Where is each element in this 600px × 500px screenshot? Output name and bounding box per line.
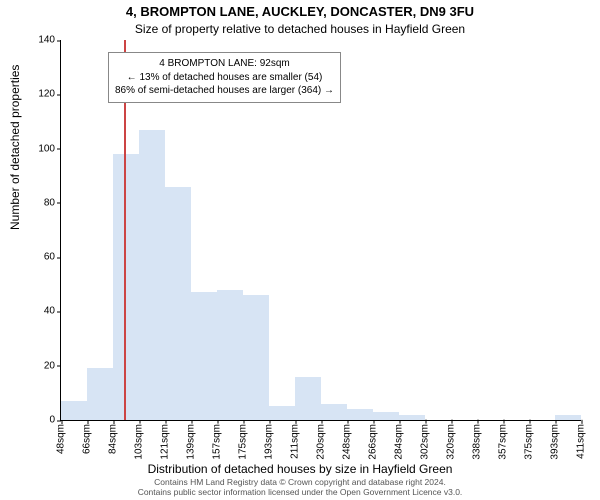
- x-tick: 211sqm: [290, 424, 301, 459]
- histogram-bar: [269, 406, 295, 420]
- chart-title-main: 4, BROMPTON LANE, AUCKLEY, DONCASTER, DN…: [0, 4, 600, 19]
- x-tick: 302sqm: [420, 424, 431, 460]
- histogram-bar: [321, 404, 347, 420]
- x-tick: 175sqm: [238, 424, 249, 460]
- y-tick: 140: [38, 35, 61, 46]
- y-tick: 80: [44, 197, 61, 208]
- x-tick: 284sqm: [394, 424, 405, 460]
- histogram-bar: [217, 290, 243, 420]
- histogram-bar: [555, 415, 581, 420]
- y-tick: 120: [38, 89, 61, 100]
- x-tick: 411sqm: [576, 424, 587, 459]
- histogram-bar: [295, 377, 321, 420]
- histogram-chart: 4, BROMPTON LANE, AUCKLEY, DONCASTER, DN…: [0, 0, 600, 500]
- histogram-bar: [165, 187, 191, 420]
- x-tick: 266sqm: [368, 424, 379, 460]
- x-tick: 230sqm: [316, 424, 327, 460]
- x-tick: 393sqm: [550, 424, 561, 460]
- histogram-bar: [139, 130, 165, 420]
- x-tick: 121sqm: [160, 424, 171, 460]
- y-tick: 40: [44, 306, 61, 317]
- x-tick: 157sqm: [212, 424, 223, 460]
- annotation-box: 4 BROMPTON LANE: 92sqm← 13% of detached …: [108, 52, 341, 103]
- x-tick: 84sqm: [108, 424, 119, 454]
- chart-title-sub: Size of property relative to detached ho…: [0, 22, 600, 36]
- y-tick: 20: [44, 360, 61, 371]
- x-tick: 103sqm: [134, 424, 145, 460]
- histogram-bar: [347, 409, 373, 420]
- annotation-line: ← 13% of detached houses are smaller (54…: [115, 71, 334, 85]
- histogram-bar: [373, 412, 399, 420]
- x-tick: 357sqm: [498, 424, 509, 460]
- histogram-bar: [191, 292, 217, 420]
- y-axis-label: Number of detached properties: [8, 65, 22, 230]
- credits-line-2: Contains public sector information licen…: [0, 488, 600, 498]
- y-tick: 60: [44, 252, 61, 263]
- y-tick: 100: [38, 143, 61, 154]
- x-tick: 320sqm: [446, 424, 457, 460]
- histogram-bar: [399, 415, 425, 420]
- histogram-bar: [243, 295, 269, 420]
- annotation-line: 86% of semi-detached houses are larger (…: [115, 84, 334, 98]
- histogram-bar: [87, 368, 113, 420]
- credits-text: Contains HM Land Registry data © Crown c…: [0, 478, 600, 498]
- x-axis-label: Distribution of detached houses by size …: [0, 462, 600, 476]
- x-tick: 248sqm: [342, 424, 353, 460]
- histogram-bar: [61, 401, 87, 420]
- x-tick: 375sqm: [524, 424, 535, 460]
- x-tick: 66sqm: [82, 424, 93, 454]
- x-tick: 48sqm: [56, 424, 67, 454]
- annotation-line: 4 BROMPTON LANE: 92sqm: [115, 57, 334, 71]
- x-tick: 338sqm: [472, 424, 483, 460]
- x-tick: 139sqm: [186, 424, 197, 460]
- x-tick: 193sqm: [264, 424, 275, 460]
